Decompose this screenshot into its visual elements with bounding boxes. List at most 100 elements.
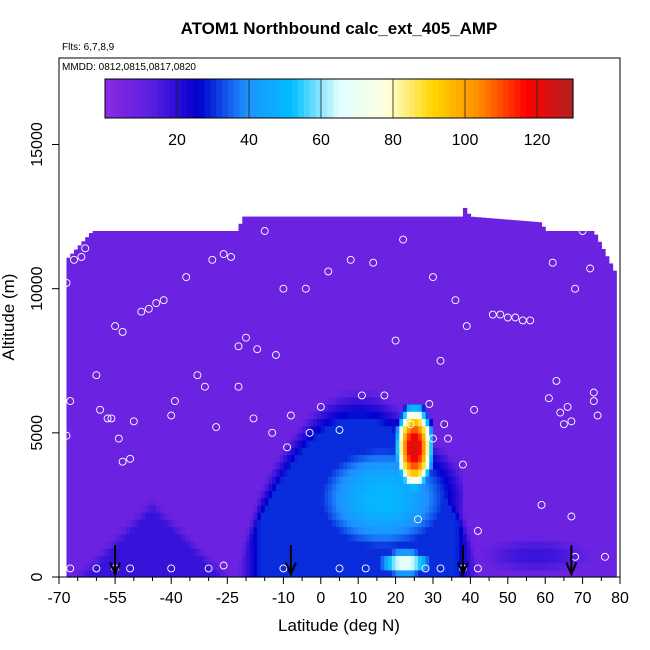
heatmap-cell [70,555,75,564]
heatmap-cell [328,382,333,391]
heatmap-cell [418,245,423,254]
heatmap-cell [249,396,255,405]
heatmap-cell [268,360,273,369]
heatmap-cell [391,404,397,412]
heatmap-cell [96,288,101,297]
heatmap-cell [388,396,393,405]
heatmap-cell [66,512,71,520]
heatmap-cell [305,216,311,225]
heatmap-cell [313,375,318,383]
heatmap-cell [122,259,127,268]
heatmap-cell [414,252,419,261]
heatmap-cell [141,267,146,275]
heatmap-cell [332,346,337,355]
heatmap-cell [433,317,438,326]
heatmap-cell [171,267,176,275]
heatmap-cell [193,440,198,448]
heatmap-cell [272,331,277,340]
heatmap-cell [369,295,374,304]
heatmap-cell [70,367,75,376]
heatmap-cell [279,310,284,319]
heatmap-cell [388,382,393,391]
heatmap-cell [174,548,180,556]
heatmap-cell [272,512,277,520]
heatmap-cell [380,512,385,520]
heatmap-cell [208,526,213,535]
heatmap-cell [395,540,400,549]
heatmap-cell [257,238,262,247]
heatmap-cell [350,461,356,470]
heatmap-cell [186,295,191,304]
heatmap-cell [324,447,329,456]
heatmap-cell [425,504,430,513]
heatmap-cell [358,425,363,434]
heatmap-cell [309,476,314,484]
heatmap-cell [350,310,356,319]
heatmap-cell [320,476,326,484]
heatmap-cell [96,504,101,513]
heatmap-cell [283,317,288,326]
heatmap-cell [391,569,397,578]
heatmap-cell [174,382,180,391]
heatmap-cell [163,267,169,275]
heatmap-cell [324,346,329,355]
heatmap-cell [421,375,427,383]
heatmap-cell [384,440,389,448]
heatmap-cell [433,461,438,470]
heatmap-cell [290,324,296,333]
heatmap-cell [257,274,262,283]
heatmap-cell [81,389,86,398]
heatmap-cell [410,425,415,434]
heatmap-cell [216,360,221,369]
heatmap-cell [425,259,430,268]
heatmap-cell [264,346,270,355]
heatmap-cell [440,519,445,528]
heatmap-cell [88,519,94,528]
heatmap-cell [96,548,101,556]
heatmap-cell [238,353,243,362]
heatmap-cell [358,454,363,463]
heatmap-cell [66,454,71,463]
heatmap-cell [111,562,116,571]
heatmap-cell [324,526,329,535]
heatmap-cell [238,468,243,477]
heatmap-cell [328,259,333,268]
heatmap-cell [414,382,419,391]
heatmap-cell [148,461,154,470]
heatmap-cell [182,411,187,420]
heatmap-cell [227,418,232,427]
heatmap-cell [253,519,258,528]
heatmap-cell [272,324,277,333]
heatmap-cell [227,252,232,261]
heatmap-cell [429,375,434,383]
heatmap-cell [343,447,348,456]
heatmap-cell [253,533,258,542]
heatmap-cell [253,476,258,484]
heatmap-cell [287,555,292,564]
heatmap-cell [358,216,363,225]
heatmap-cell [246,490,251,499]
heatmap-cell [152,526,157,535]
heatmap-cell [66,476,71,484]
heatmap-cell [212,461,217,470]
heatmap-cell [92,360,97,369]
heatmap-cell [96,252,101,261]
heatmap-cell [257,396,262,405]
heatmap-cell [260,490,266,499]
heatmap-cell [290,382,296,391]
heatmap-cell [354,404,359,412]
heatmap-cell [313,425,318,434]
heatmap-cell [201,461,206,470]
heatmap-cell [388,317,393,326]
heatmap-cell [410,331,415,340]
heatmap-cell [81,295,86,304]
heatmap-cell [384,540,389,549]
heatmap-cell [208,231,213,239]
heatmap-cell [287,310,292,319]
heatmap-cell [216,288,221,297]
heatmap-cell [343,375,348,383]
heatmap-cell [332,476,337,484]
heatmap-cell [197,382,202,391]
heatmap-cell [167,440,172,448]
heatmap-cell [335,389,341,398]
